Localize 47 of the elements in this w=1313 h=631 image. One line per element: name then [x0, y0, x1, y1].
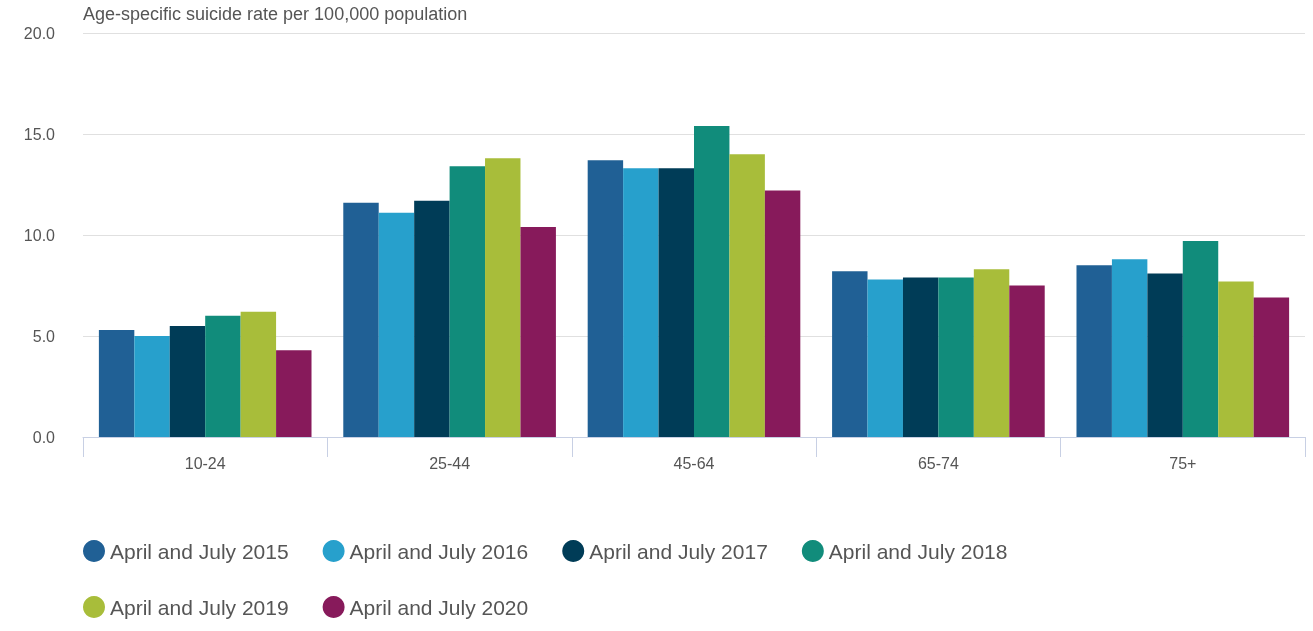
bar	[1009, 285, 1045, 437]
y-tick-label: 5.0	[32, 327, 56, 345]
legend-label: April and July 2016	[349, 539, 529, 563]
y-tick-label: 10.0	[23, 226, 56, 244]
bar	[414, 200, 450, 437]
x-tick-label: 10-24	[184, 454, 226, 472]
x-tick-label: 75+	[1169, 454, 1197, 472]
bar	[98, 329, 135, 437]
y-tick-label: 15.0	[23, 125, 56, 143]
bar	[729, 154, 765, 437]
y-tick-label: 20.0	[23, 24, 56, 42]
bar	[1147, 273, 1183, 437]
legend-label: April and July 2020	[349, 595, 529, 619]
bar	[867, 279, 903, 437]
bar	[485, 158, 521, 437]
x-tick-label: 25-44	[429, 454, 471, 472]
bar	[276, 350, 312, 437]
bar	[240, 311, 277, 437]
bar	[902, 277, 939, 437]
bar	[973, 269, 1010, 437]
bar	[169, 325, 206, 437]
bar	[1218, 281, 1254, 437]
bar	[764, 190, 801, 437]
legend-label: April and July 2017	[589, 539, 768, 563]
bar	[378, 212, 415, 437]
bar	[623, 168, 659, 437]
bar	[1182, 241, 1219, 437]
legend-label: April and July 2019	[110, 595, 289, 619]
bar	[343, 202, 379, 437]
y-tick-label: 0.0	[32, 428, 56, 446]
bar	[449, 166, 486, 437]
legend-label: April and July 2015	[110, 539, 289, 563]
bar	[938, 277, 974, 437]
legend-label: April and July 2018	[828, 539, 1008, 563]
bar	[587, 160, 624, 437]
x-tick-label: 45-64	[673, 454, 715, 472]
bar	[205, 315, 241, 437]
bar	[1076, 265, 1112, 437]
bar	[832, 271, 868, 437]
y-axis-title: Age-specific suicide rate per 100,000 population	[83, 4, 468, 24]
bar	[134, 336, 170, 437]
bar	[658, 168, 694, 437]
bar	[1111, 259, 1148, 437]
bar	[694, 125, 730, 437]
x-tick-label: 65-74	[917, 454, 959, 472]
bar	[520, 226, 556, 437]
bar	[1253, 297, 1290, 437]
